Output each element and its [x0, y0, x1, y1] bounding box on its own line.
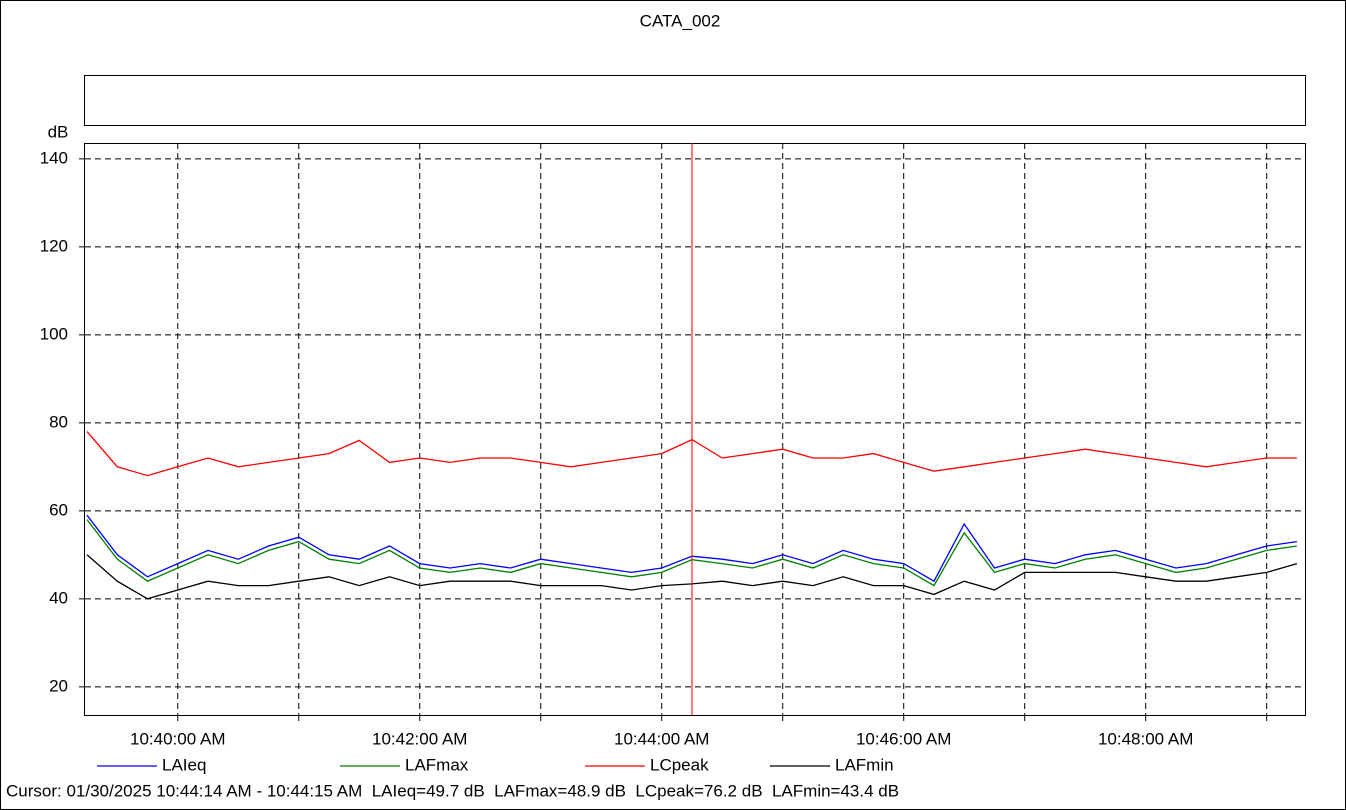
legend-label: LCpeak — [650, 755, 709, 774]
legend-label: LAIeq — [162, 755, 206, 774]
legend-label: LAFmax — [405, 755, 469, 774]
legend-label: LAFmin — [835, 755, 894, 774]
chart-title: CATA_002 — [640, 11, 721, 30]
y-tick-label: 100 — [40, 324, 68, 343]
x-tick-label: 10:44:00 AM — [614, 729, 709, 748]
x-tick-label: 10:42:00 AM — [372, 729, 467, 748]
x-tick-label: 10:40:00 AM — [130, 729, 225, 748]
x-tick-label: 10:46:00 AM — [856, 729, 951, 748]
y-axis-label: dB — [48, 122, 69, 141]
y-tick-label: 40 — [49, 588, 68, 607]
plot-area — [84, 143, 1306, 716]
y-tick-label: 120 — [40, 236, 68, 255]
y-tick-label: 60 — [49, 500, 68, 519]
y-tick-label: 140 — [40, 148, 68, 167]
x-tick-label: 10:48:00 AM — [1098, 729, 1193, 748]
header-box — [84, 75, 1306, 126]
y-tick-label: 80 — [49, 412, 68, 431]
y-tick-label: 20 — [49, 676, 68, 695]
cursor-readout: Cursor: 01/30/2025 10:44:14 AM - 10:44:1… — [6, 781, 899, 800]
